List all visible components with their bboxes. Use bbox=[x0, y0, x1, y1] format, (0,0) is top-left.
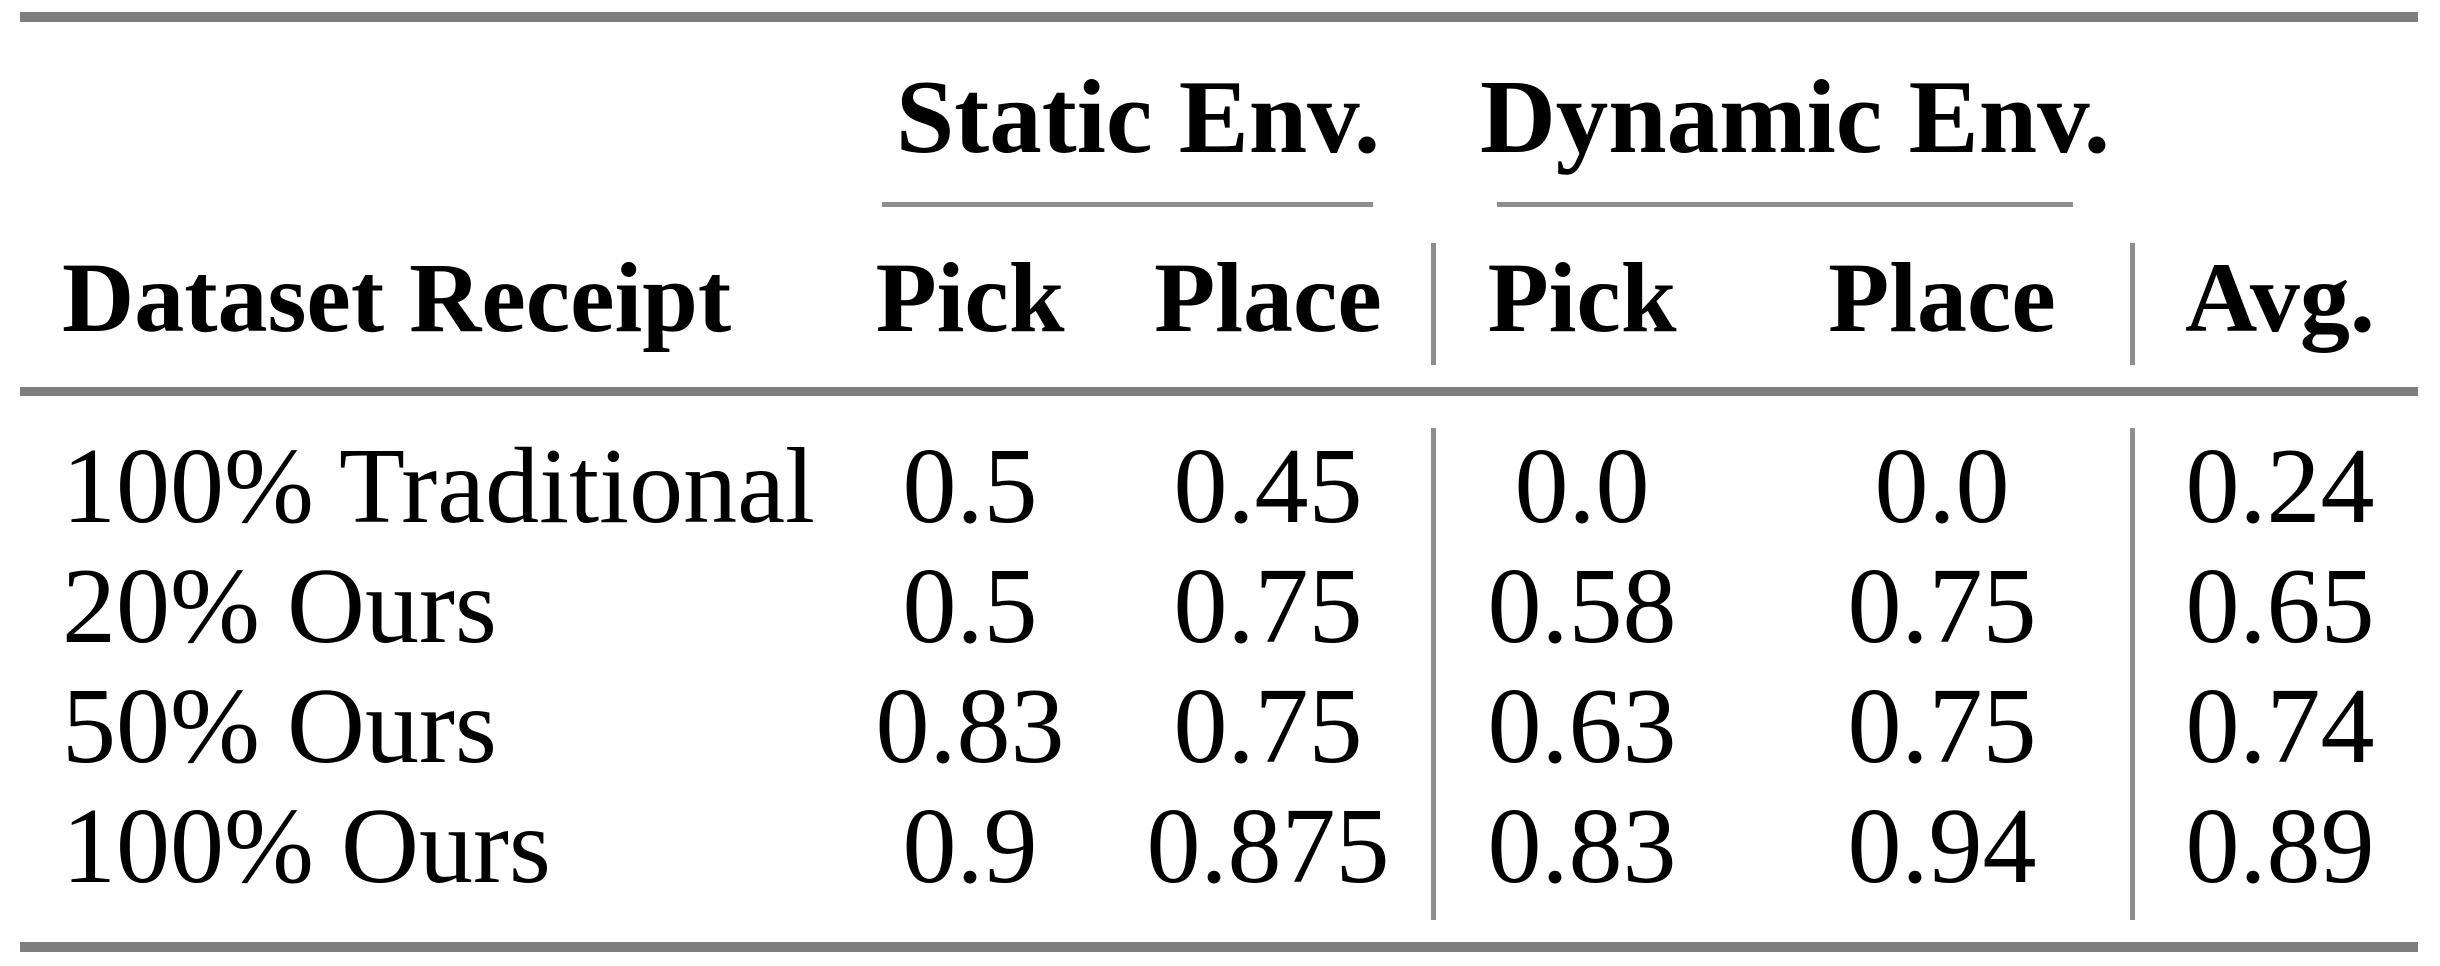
dynamic-env-underline-rule bbox=[1497, 202, 2073, 207]
column-header-dynamic-place: Place bbox=[1828, 242, 2056, 353]
avg-value: 0.74 bbox=[2185, 667, 2375, 786]
row-label: 20% Ours bbox=[62, 547, 497, 666]
table-row: 20% Ours 0.5 0.75 0.58 0.75 0.65 bbox=[0, 553, 2440, 673]
table-bottom-rule bbox=[20, 942, 2418, 952]
static-pick-value: 0.5 bbox=[902, 547, 1038, 666]
static-place-value: 0.875 bbox=[1146, 787, 1390, 906]
column-header-static-place: Place bbox=[1154, 242, 1382, 353]
table-row: 50% Ours 0.83 0.75 0.63 0.75 0.74 bbox=[0, 673, 2440, 793]
table-header-row: Dataset Receipt Pick Place Pick Place Av… bbox=[0, 248, 2440, 368]
avg-value: 0.24 bbox=[2185, 427, 2375, 546]
static-place-value: 0.45 bbox=[1173, 427, 1363, 546]
group-header-static-env: Static Env. bbox=[895, 58, 1381, 175]
table-row: 100% Ours 0.9 0.875 0.83 0.94 0.89 bbox=[0, 793, 2440, 913]
static-pick-value: 0.5 bbox=[902, 427, 1038, 546]
column-header-dataset-receipt: Dataset Receipt bbox=[62, 242, 732, 353]
column-header-avg: Avg. bbox=[2185, 242, 2375, 353]
table-row: 100% Traditional 0.5 0.45 0.0 0.0 0.24 bbox=[0, 433, 2440, 553]
row-label: 100% Traditional bbox=[62, 427, 816, 546]
static-pick-value: 0.9 bbox=[902, 787, 1038, 906]
row-label: 50% Ours bbox=[62, 667, 497, 786]
table-mid-rule bbox=[20, 387, 2418, 396]
separator-dynamic-avg-header bbox=[2130, 243, 2135, 365]
separator-static-dynamic-header bbox=[1431, 243, 1436, 365]
dynamic-place-value: 0.75 bbox=[1847, 547, 2037, 666]
column-header-dynamic-pick: Pick bbox=[1487, 242, 1677, 353]
dynamic-place-value: 0.75 bbox=[1847, 667, 2037, 786]
static-pick-value: 0.83 bbox=[875, 667, 1065, 786]
avg-value: 0.89 bbox=[2185, 787, 2375, 906]
group-header-dynamic-env: Dynamic Env. bbox=[1479, 58, 2111, 175]
dynamic-place-value: 0.0 bbox=[1874, 427, 2010, 546]
separator-static-dynamic-body bbox=[1431, 428, 1436, 920]
static-place-value: 0.75 bbox=[1173, 667, 1363, 786]
static-env-underline-rule bbox=[882, 202, 1373, 207]
dynamic-pick-value: 0.83 bbox=[1487, 787, 1677, 906]
static-place-value: 0.75 bbox=[1173, 547, 1363, 666]
column-header-static-pick: Pick bbox=[875, 242, 1065, 353]
dynamic-place-value: 0.94 bbox=[1847, 787, 2037, 906]
separator-dynamic-avg-body bbox=[2130, 428, 2135, 920]
row-label: 100% Ours bbox=[62, 787, 551, 906]
dynamic-pick-value: 0.0 bbox=[1514, 427, 1650, 546]
dynamic-pick-value: 0.58 bbox=[1487, 547, 1677, 666]
dynamic-pick-value: 0.63 bbox=[1487, 667, 1677, 786]
avg-value: 0.65 bbox=[2185, 547, 2375, 666]
table-top-rule bbox=[20, 12, 2418, 22]
